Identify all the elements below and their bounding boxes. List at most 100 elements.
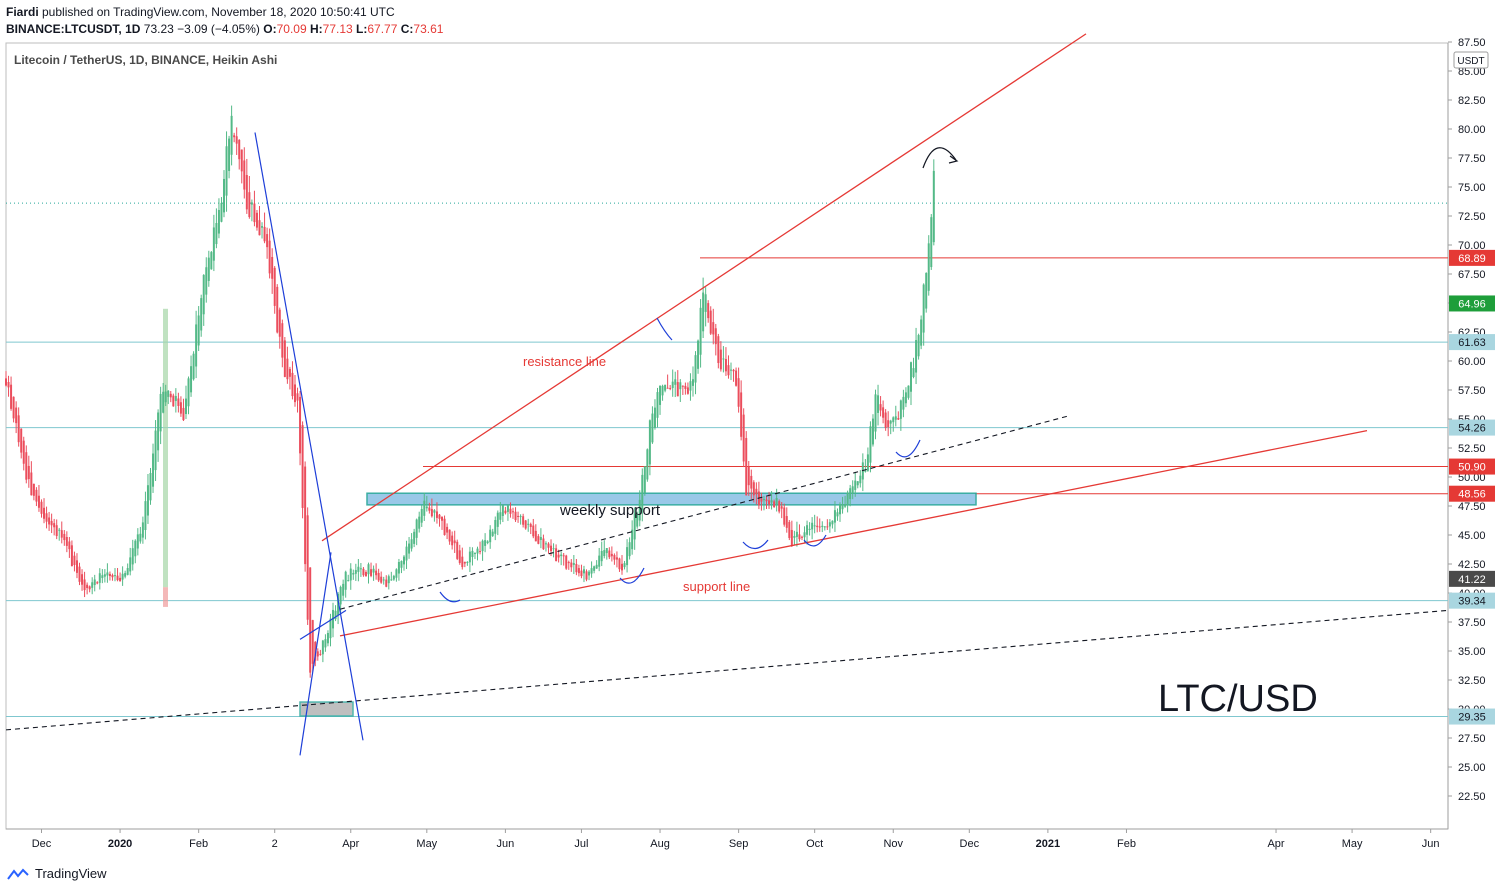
candle-body bbox=[291, 372, 294, 397]
candle-body bbox=[235, 136, 238, 144]
candle-body bbox=[430, 509, 433, 517]
candle-body bbox=[874, 394, 877, 432]
candle-body bbox=[377, 572, 380, 581]
candle-body bbox=[362, 568, 365, 576]
candle-body bbox=[35, 489, 38, 502]
x-tick-label: 2 bbox=[272, 838, 278, 850]
candle-body bbox=[22, 440, 25, 464]
candle-body bbox=[245, 175, 248, 210]
tradingview-footer[interactable]: TradingView bbox=[6, 866, 107, 881]
candle-body bbox=[580, 570, 583, 577]
candle-body bbox=[200, 298, 203, 331]
candle-body bbox=[55, 525, 58, 537]
price-badge bbox=[1449, 708, 1495, 725]
y-tick-label: 57.50 bbox=[1458, 385, 1486, 397]
candle-body bbox=[529, 524, 532, 527]
candle-body bbox=[557, 554, 560, 558]
candle-body bbox=[172, 395, 175, 407]
candle-body bbox=[577, 568, 580, 574]
candle-body bbox=[813, 525, 816, 527]
candle-body bbox=[448, 529, 451, 542]
candle-body bbox=[803, 532, 806, 538]
long-dashed-trendline bbox=[5, 609, 1449, 731]
low-value: 67.77 bbox=[367, 22, 398, 36]
price-badge bbox=[1449, 334, 1495, 351]
candle-body bbox=[473, 553, 476, 555]
chart-legend: Litecoin / TetherUS, 1D, BINANCE, Heikin… bbox=[14, 53, 277, 67]
candle-body bbox=[679, 382, 682, 390]
candle-body bbox=[293, 384, 296, 403]
candle-body bbox=[636, 514, 639, 527]
candle-body bbox=[124, 573, 127, 577]
candle-body bbox=[174, 396, 177, 401]
candle-body bbox=[83, 579, 86, 591]
blue-fall-line bbox=[254, 132, 364, 741]
candle-body bbox=[58, 529, 61, 531]
candle-body bbox=[273, 267, 276, 306]
black-reversal-arrow bbox=[922, 147, 957, 169]
candle-body bbox=[866, 454, 869, 471]
candle-body bbox=[621, 563, 624, 571]
candle-body bbox=[197, 315, 200, 346]
candle-body bbox=[25, 452, 28, 480]
candle-body bbox=[375, 570, 378, 576]
candle-body bbox=[96, 582, 99, 584]
bottom-zone bbox=[299, 701, 354, 717]
candle-body bbox=[347, 580, 350, 582]
price-badge-label: 29.35 bbox=[1458, 712, 1486, 724]
candle-body bbox=[833, 510, 836, 523]
candle-body bbox=[489, 529, 492, 543]
candle-body bbox=[922, 284, 925, 333]
candle-body bbox=[271, 256, 274, 279]
candle-body bbox=[192, 353, 195, 380]
y-tick-label: 52.50 bbox=[1458, 443, 1486, 455]
candle-body bbox=[778, 501, 781, 512]
x-tick-label: 2020 bbox=[108, 838, 132, 850]
y-tick-label: 72.50 bbox=[1458, 211, 1486, 223]
candle-body bbox=[75, 560, 78, 573]
candle-body bbox=[719, 349, 722, 370]
candle-body bbox=[902, 396, 905, 410]
x-tick-label: May bbox=[1342, 838, 1363, 850]
y-tick-label: 32.50 bbox=[1458, 675, 1486, 687]
candle-body bbox=[808, 528, 811, 530]
candle-body bbox=[428, 507, 431, 511]
candle-body bbox=[233, 135, 236, 138]
candle-body bbox=[129, 557, 132, 572]
high-value: 77.13 bbox=[322, 22, 353, 36]
candle-body bbox=[638, 499, 641, 521]
candle-body bbox=[501, 505, 504, 517]
candle-body bbox=[352, 573, 355, 575]
price-badge-label: 39.34 bbox=[1458, 596, 1486, 608]
candle-body bbox=[157, 412, 160, 451]
candle-body bbox=[912, 368, 915, 377]
candle-body bbox=[367, 564, 370, 575]
x-tick-label: Sep bbox=[729, 838, 749, 850]
candle-body bbox=[131, 548, 134, 565]
candle-body bbox=[481, 540, 484, 552]
candle-body bbox=[555, 548, 558, 562]
candle-body bbox=[395, 569, 398, 578]
candle-body bbox=[697, 340, 700, 369]
candle-body bbox=[278, 309, 281, 337]
candle-body bbox=[494, 520, 497, 534]
candle-body bbox=[20, 428, 23, 453]
candle-body bbox=[443, 518, 446, 536]
candle-body bbox=[326, 633, 329, 644]
candle-body bbox=[780, 506, 783, 509]
candle-body bbox=[146, 485, 149, 516]
candle-body bbox=[613, 555, 616, 560]
candle-body bbox=[101, 575, 104, 579]
weekly-support-zone bbox=[366, 492, 977, 506]
price-badge bbox=[1449, 458, 1495, 475]
candle-body bbox=[458, 550, 461, 563]
candle-body bbox=[86, 584, 89, 589]
candle-body bbox=[623, 563, 626, 568]
candle-body bbox=[841, 504, 844, 510]
candle-body bbox=[205, 267, 208, 295]
price-badge-label: 41.22 bbox=[1458, 574, 1486, 586]
candle-body bbox=[210, 252, 213, 270]
candle-body bbox=[773, 501, 776, 508]
candle-body bbox=[93, 579, 96, 586]
